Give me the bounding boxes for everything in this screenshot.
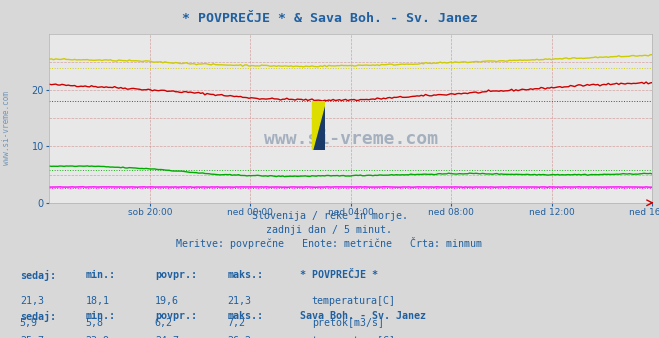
Text: 7,2: 7,2 [227, 318, 245, 328]
Text: Slovenija / reke in morje.: Slovenija / reke in morje. [252, 211, 407, 221]
Text: 25,7: 25,7 [20, 336, 43, 338]
Text: temperatura[C]: temperatura[C] [312, 296, 395, 306]
Text: * POVPREČJE * & Sava Boh. - Sv. Janez: * POVPREČJE * & Sava Boh. - Sv. Janez [181, 12, 478, 25]
Text: 5,8: 5,8 [86, 318, 103, 328]
Text: www.si-vreme.com: www.si-vreme.com [264, 129, 438, 148]
Text: 5,9: 5,9 [20, 318, 38, 328]
Text: 19,6: 19,6 [155, 296, 179, 306]
Polygon shape [312, 101, 325, 150]
Text: temperatura[C]: temperatura[C] [312, 336, 395, 338]
Text: povpr.:: povpr.: [155, 270, 197, 281]
Text: zadnji dan / 5 minut.: zadnji dan / 5 minut. [266, 225, 393, 235]
Text: povpr.:: povpr.: [155, 311, 197, 321]
Text: min.:: min.: [86, 311, 116, 321]
Text: pretok[m3/s]: pretok[m3/s] [312, 318, 384, 328]
Text: 23,9: 23,9 [86, 336, 109, 338]
Text: www.si-vreme.com: www.si-vreme.com [2, 92, 11, 165]
Text: Sava Boh. - Sv. Janez: Sava Boh. - Sv. Janez [300, 311, 426, 321]
Text: sedaj:: sedaj: [20, 270, 56, 282]
Text: 6,2: 6,2 [155, 318, 173, 328]
Text: min.:: min.: [86, 270, 116, 281]
Text: sedaj:: sedaj: [20, 311, 56, 322]
Text: Meritve: povprečne   Enote: metrične   Črta: minmum: Meritve: povprečne Enote: metrične Črta:… [177, 237, 482, 249]
Text: 24,7: 24,7 [155, 336, 179, 338]
Text: maks.:: maks.: [227, 311, 264, 321]
Text: maks.:: maks.: [227, 270, 264, 281]
Text: 21,3: 21,3 [20, 296, 43, 306]
Text: * POVPREČJE *: * POVPREČJE * [300, 270, 378, 281]
Polygon shape [312, 101, 325, 150]
Text: 21,3: 21,3 [227, 296, 251, 306]
Text: 18,1: 18,1 [86, 296, 109, 306]
Text: 26,2: 26,2 [227, 336, 251, 338]
